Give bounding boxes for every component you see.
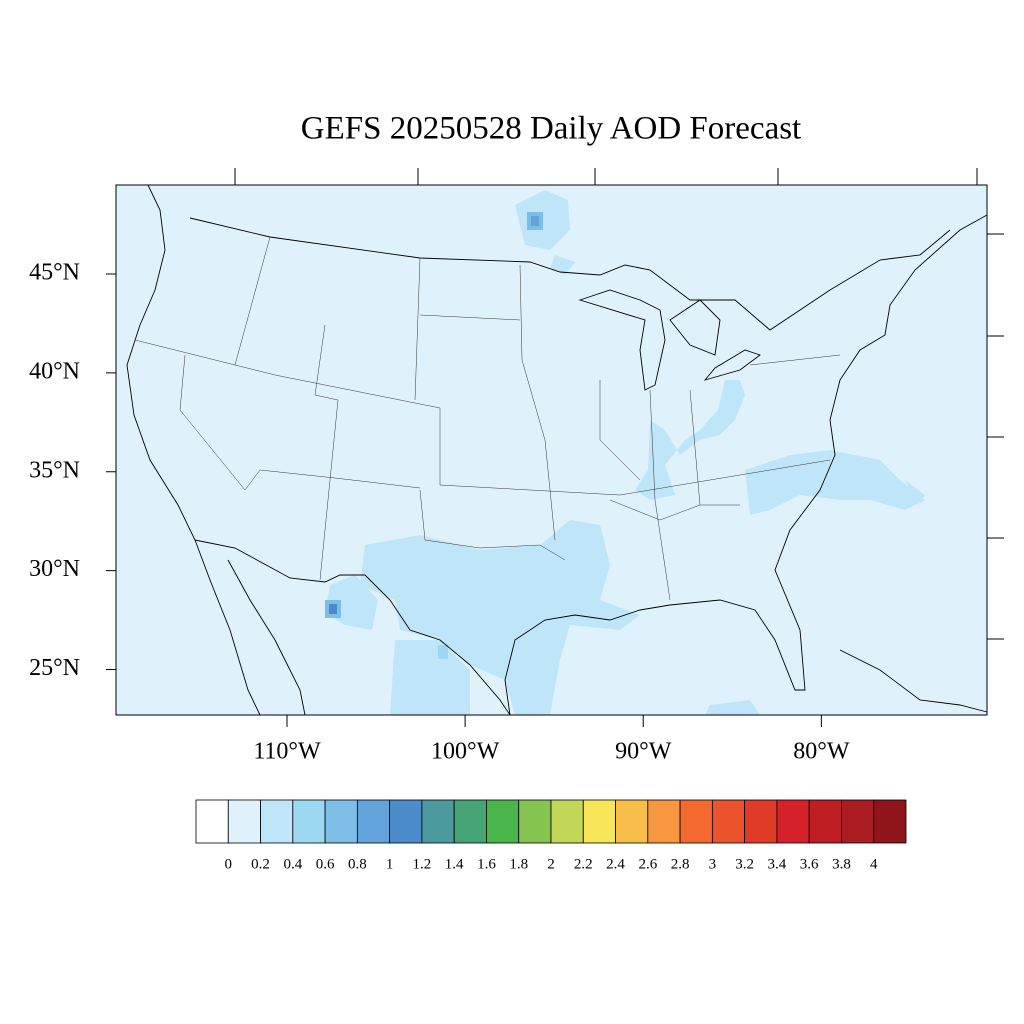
colorbar-box [776,799,810,844]
colorbar-box [389,799,423,844]
colorbar-label: 2 [547,856,555,872]
colorbar-label: 1.4 [445,856,464,872]
colorbar-box [227,799,261,844]
title: GEFS 20250528 Daily AOD Forecast [301,111,801,147]
colorbar-label: 0.8 [348,856,367,872]
colorbar-label: 2.2 [574,856,593,872]
colorbar-label: 3.6 [800,856,819,872]
colorbar-label: 1 [386,856,394,872]
x-tick-label: 80°W [793,739,850,765]
colorbar-label: 4 [870,856,878,872]
colorbar-box [292,799,326,844]
x-tick-label: 100°W [431,739,500,765]
colorbar-label: 3 [709,856,717,872]
colorbar-box [324,799,358,844]
colorbar-box [841,799,875,844]
x-tick-label: 110°W [253,739,321,765]
colorbar-label: 2.4 [606,856,625,872]
colorbar-box [744,799,778,844]
colorbar-label: 0.4 [283,856,302,872]
y-tick-label: 30°N [29,556,80,582]
colorbar-box [486,799,520,844]
colorbar-label: 1.8 [509,856,528,872]
colorbar-box [518,799,552,844]
colorbar-box [453,799,487,844]
colorbar-label: 0.6 [316,856,335,872]
colorbar-label: 2.8 [671,856,690,872]
colorbar-box [711,799,746,844]
colorbar-box [356,799,391,844]
y-tick-label: 35°N [29,457,80,483]
colorbar-box [647,799,681,844]
colorbar-box [195,799,229,844]
colorbar-box [582,799,616,844]
y-tick-label: 25°N [29,655,80,681]
colorbar-label: 1.6 [477,856,496,872]
map-panel [115,168,1004,716]
colorbar-box [615,799,649,844]
colorbar-box [873,799,907,844]
colorbar-box [679,799,713,844]
colorbar-label: 1.2 [413,856,432,872]
colorbar-label: 3.2 [735,856,754,872]
y-tick-label: 40°N [29,358,80,384]
colorbar-box [808,799,842,844]
x-tick-label: 90°W [615,739,672,765]
colorbar-box [260,799,294,844]
y-tick-label: 45°N [29,259,80,285]
projected-ticks [234,168,1004,640]
colorbar-label: 0 [225,856,233,872]
colorbar-label: 2.6 [638,856,657,872]
map-frame [115,184,988,716]
coastlines [126,184,988,716]
colorbar-label: 0.2 [251,856,270,872]
colorbar-label: 3.8 [832,856,851,872]
state-lines [134,236,841,601]
colorbar-box [421,799,455,844]
colorbar-box [550,799,584,844]
colorbar-label: 3.4 [768,856,787,872]
aod-hotspots [325,212,543,659]
